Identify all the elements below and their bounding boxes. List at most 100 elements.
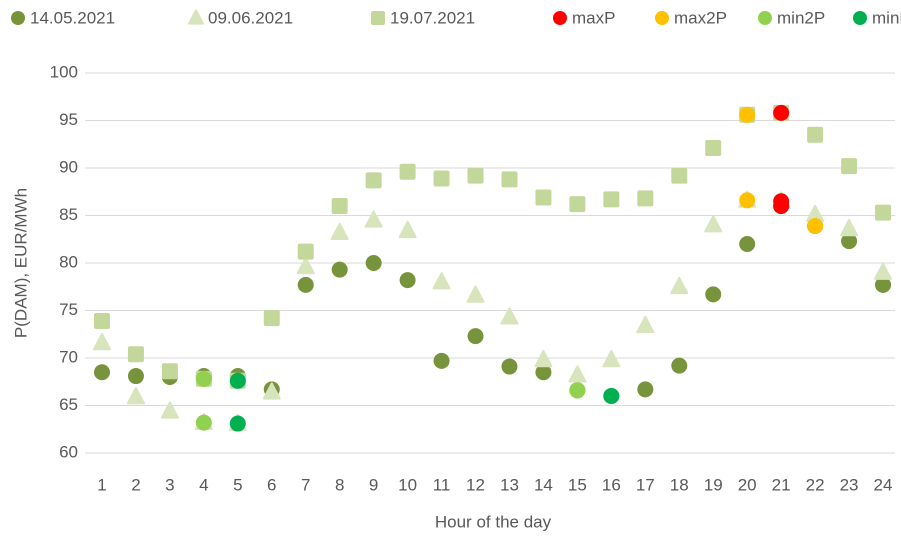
legend-marker bbox=[553, 11, 567, 25]
marker bbox=[331, 261, 348, 278]
x-tick-label: 19 bbox=[704, 475, 723, 494]
marker bbox=[535, 189, 552, 206]
legend-marker bbox=[655, 11, 669, 25]
marker bbox=[501, 358, 518, 375]
marker bbox=[602, 350, 621, 368]
marker bbox=[500, 307, 519, 325]
marker bbox=[704, 215, 723, 233]
marker bbox=[739, 106, 756, 123]
marker bbox=[603, 191, 620, 208]
x-tick-label: 5 bbox=[233, 475, 242, 494]
marker bbox=[636, 315, 655, 334]
legend-marker bbox=[188, 9, 204, 25]
marker bbox=[739, 236, 756, 252]
x-tick-label: 14 bbox=[534, 475, 553, 494]
marker bbox=[671, 357, 688, 374]
legend-label: maxP bbox=[572, 8, 615, 27]
legend-label: 09.06.2021 bbox=[208, 8, 293, 27]
marker bbox=[739, 192, 756, 209]
x-tick-label: 10 bbox=[398, 475, 417, 494]
marker bbox=[841, 233, 858, 250]
marker bbox=[195, 414, 212, 431]
marker bbox=[874, 262, 893, 280]
x-tick-label: 6 bbox=[267, 475, 276, 494]
marker bbox=[262, 382, 281, 400]
marker bbox=[637, 190, 654, 207]
x-tick-label: 4 bbox=[199, 475, 208, 494]
x-tick-label: 8 bbox=[335, 475, 344, 494]
marker bbox=[535, 364, 552, 381]
legend-label: max2P bbox=[674, 8, 727, 27]
marker bbox=[841, 158, 858, 175]
marker bbox=[671, 167, 688, 184]
x-tick-label: 20 bbox=[738, 475, 757, 494]
marker bbox=[875, 276, 892, 293]
legend-label: 19.07.2021 bbox=[390, 8, 475, 27]
marker bbox=[433, 352, 450, 369]
y-axis-label: P(DAM), EUR/MWh bbox=[11, 188, 30, 338]
marker bbox=[126, 387, 145, 405]
marker bbox=[365, 255, 382, 271]
marker bbox=[92, 333, 111, 351]
x-tick-label: 13 bbox=[500, 475, 519, 494]
marker bbox=[160, 401, 179, 419]
legend-label: min2P bbox=[777, 8, 825, 27]
marker bbox=[127, 346, 144, 363]
x-axis-label: Hour of the day bbox=[435, 512, 552, 531]
marker bbox=[773, 193, 790, 210]
marker bbox=[296, 257, 315, 275]
marker bbox=[229, 372, 246, 389]
marker bbox=[331, 198, 348, 214]
marker bbox=[364, 210, 383, 228]
x-tick-label: 11 bbox=[433, 475, 451, 494]
x-tick-label: 1 bbox=[97, 475, 106, 494]
marker bbox=[569, 196, 586, 213]
x-tick-label: 15 bbox=[568, 475, 587, 494]
y-tick-label: 90 bbox=[59, 157, 78, 176]
marker bbox=[807, 126, 824, 143]
x-tick-label: 2 bbox=[131, 475, 140, 494]
marker bbox=[467, 167, 484, 184]
y-tick-label: 75 bbox=[59, 300, 78, 319]
marker bbox=[398, 220, 417, 239]
marker bbox=[195, 370, 212, 387]
x-tick-label: 16 bbox=[602, 475, 621, 494]
marker bbox=[501, 171, 518, 188]
y-tick-label: 60 bbox=[59, 442, 78, 461]
y-tick-label: 80 bbox=[59, 252, 78, 271]
marker bbox=[161, 363, 178, 380]
marker bbox=[229, 415, 246, 432]
marker bbox=[637, 381, 654, 398]
x-tick-label: 24 bbox=[874, 475, 893, 494]
y-tick-label: 65 bbox=[59, 395, 78, 414]
marker bbox=[568, 365, 587, 383]
x-tick-label: 22 bbox=[806, 475, 825, 494]
marker bbox=[127, 368, 144, 385]
y-tick-label: 85 bbox=[59, 205, 78, 224]
x-tick-label: 12 bbox=[466, 475, 485, 494]
x-tick-label: 21 bbox=[772, 475, 791, 494]
legend-label: minP bbox=[872, 8, 901, 27]
x-tick-label: 18 bbox=[670, 475, 689, 494]
marker bbox=[93, 312, 110, 329]
marker bbox=[297, 243, 314, 260]
legend-marker bbox=[758, 11, 772, 25]
marker bbox=[399, 272, 416, 289]
legend-marker bbox=[371, 11, 385, 25]
x-tick-label: 23 bbox=[840, 475, 859, 494]
x-tick-label: 7 bbox=[301, 475, 310, 494]
legend-marker bbox=[11, 11, 25, 25]
marker bbox=[705, 140, 722, 157]
marker bbox=[93, 364, 110, 381]
marker bbox=[467, 328, 484, 345]
x-tick-label: 3 bbox=[165, 475, 174, 494]
y-tick-label: 95 bbox=[59, 110, 78, 129]
marker bbox=[569, 382, 586, 399]
marker bbox=[330, 222, 349, 240]
marker bbox=[433, 170, 450, 187]
marker bbox=[670, 276, 689, 295]
marker bbox=[263, 310, 280, 327]
legend-marker bbox=[853, 11, 867, 25]
marker bbox=[875, 204, 892, 221]
x-tick-label: 9 bbox=[369, 475, 378, 494]
